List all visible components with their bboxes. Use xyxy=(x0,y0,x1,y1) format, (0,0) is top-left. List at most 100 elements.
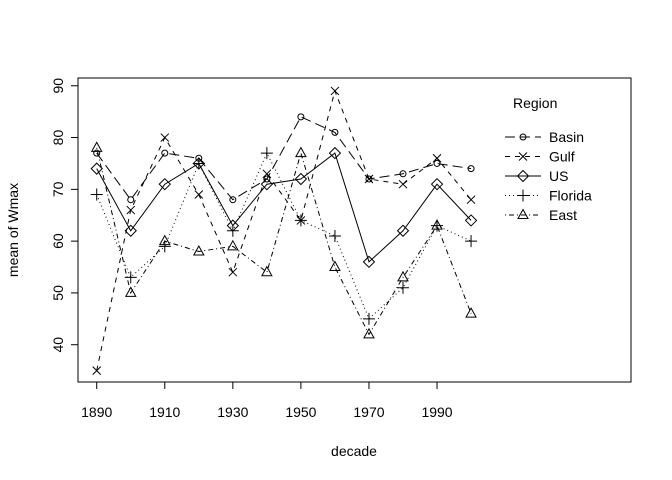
x-tick-label: 1910 xyxy=(149,404,180,420)
plot-frame xyxy=(77,77,632,383)
series-us xyxy=(90,146,478,269)
legend: Region Basin Gulf US Florida East xyxy=(505,95,592,223)
data-point-east xyxy=(226,239,239,251)
legend-label-east: East xyxy=(549,207,577,223)
data-point-gulf xyxy=(466,195,476,205)
y-tick-label: 90 xyxy=(50,78,66,94)
legend-item-east: East xyxy=(505,207,577,223)
data-point-gulf xyxy=(160,133,170,142)
data-point-us xyxy=(430,177,444,191)
data-point-florida xyxy=(226,224,239,237)
legend-marker-gulf xyxy=(518,152,528,161)
data-point-basin xyxy=(127,196,135,204)
legend-item-florida: Florida xyxy=(505,188,592,204)
data-point-florida xyxy=(158,240,171,253)
legend-label-florida: Florida xyxy=(549,188,592,204)
data-point-florida xyxy=(192,157,205,170)
data-point-east xyxy=(329,260,341,272)
data-point-east xyxy=(465,307,477,318)
legend-item-us: US xyxy=(505,168,568,184)
data-point-basin xyxy=(93,149,101,157)
data-point-gulf xyxy=(228,267,238,277)
data-point-east xyxy=(431,219,443,230)
data-point-us xyxy=(124,224,137,237)
legend-label-gulf: Gulf xyxy=(549,149,575,165)
data-point-us xyxy=(362,255,376,269)
y-axis-label: mean of Wmax xyxy=(5,183,21,277)
data-point-florida xyxy=(260,147,273,160)
y-tick-label: 60 xyxy=(50,233,66,249)
data-point-florida xyxy=(396,281,409,294)
legend-marker-us xyxy=(516,169,530,183)
data-point-east xyxy=(397,270,409,282)
series-line-us xyxy=(96,152,472,263)
y-tick-label: 50 xyxy=(50,285,66,301)
y-tick-label: 40 xyxy=(50,337,66,353)
data-point-basin xyxy=(331,128,339,136)
data-point-florida xyxy=(431,219,444,232)
data-point-us xyxy=(90,162,103,175)
x-tick-label: 1990 xyxy=(421,404,452,420)
data-point-gulf xyxy=(330,86,340,96)
legend-label-basin: Basin xyxy=(549,129,584,145)
data-point-gulf xyxy=(432,153,442,163)
data-point-us xyxy=(260,177,274,191)
data-point-basin xyxy=(161,149,169,157)
data-point-east xyxy=(90,141,103,152)
series-east xyxy=(90,141,477,339)
series-basin xyxy=(93,113,475,204)
x-tick-label: 1890 xyxy=(81,404,112,420)
data-point-basin xyxy=(467,165,475,173)
y-axis: 40 50 60 70 80 90 xyxy=(50,78,79,353)
legend-item-basin: Basin xyxy=(505,129,584,145)
y-tick-label: 80 xyxy=(50,130,66,146)
data-point-us xyxy=(328,146,342,160)
data-point-basin xyxy=(399,170,407,178)
data-point-us xyxy=(396,224,410,237)
legend-marker-basin xyxy=(519,133,527,141)
data-point-gulf xyxy=(398,179,408,189)
data-point-east xyxy=(261,265,273,277)
data-point-basin xyxy=(229,196,237,204)
series-line-basin xyxy=(96,116,472,201)
data-point-gulf xyxy=(364,174,374,184)
data-point-basin xyxy=(297,113,305,121)
series-line-gulf xyxy=(96,89,472,371)
data-point-florida xyxy=(362,312,375,325)
data-point-gulf xyxy=(126,205,136,215)
x-axis: 1890 1910 1930 1950 1970 1990 xyxy=(81,381,453,420)
data-point-us xyxy=(294,172,308,186)
data-point-florida xyxy=(90,188,103,201)
legend-item-gulf: Gulf xyxy=(505,149,575,165)
y-tick-label: 70 xyxy=(50,181,66,197)
series-florida xyxy=(90,147,478,325)
data-point-basin xyxy=(365,175,373,183)
data-point-east xyxy=(295,146,307,158)
data-point-us xyxy=(464,214,478,227)
data-point-florida xyxy=(294,214,307,227)
series-line-florida xyxy=(96,151,472,320)
x-tick-label: 1950 xyxy=(285,404,316,420)
data-point-florida xyxy=(465,235,478,248)
data-point-us xyxy=(158,177,171,191)
data-point-basin xyxy=(263,175,271,183)
data-point-florida xyxy=(328,229,341,242)
data-point-east xyxy=(192,244,205,256)
data-point-east xyxy=(158,234,171,246)
legend-marker-east xyxy=(517,208,529,219)
series-line-east xyxy=(96,147,472,336)
x-tick-label: 1930 xyxy=(217,404,248,420)
series-layer xyxy=(90,86,478,375)
data-point-basin xyxy=(433,159,441,167)
legend-marker-florida xyxy=(517,189,529,202)
data-point-east xyxy=(124,286,137,297)
data-point-east xyxy=(363,327,375,339)
legend-title: Region xyxy=(513,95,557,111)
x-tick-label: 1970 xyxy=(353,404,384,420)
x-axis-label: decade xyxy=(331,443,377,459)
data-point-gulf xyxy=(262,169,272,179)
data-point-gulf xyxy=(92,366,102,375)
data-point-gulf xyxy=(194,190,204,199)
series-gulf xyxy=(92,86,476,375)
